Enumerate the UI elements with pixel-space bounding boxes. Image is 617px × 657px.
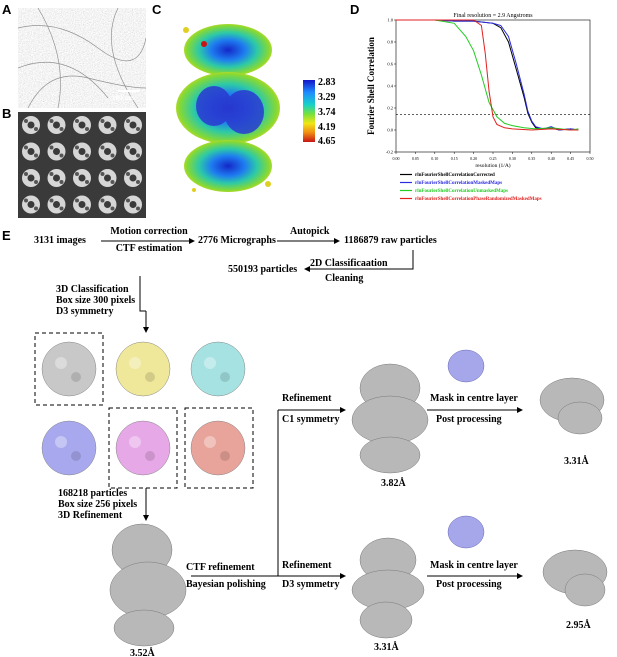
local-resolution-map [176,24,280,192]
micrographs-label: 2776 Micrographs [198,235,276,246]
colorbar-tick: 4.65 [318,136,336,147]
x-axis-label: resolution (1/A) [475,162,510,169]
class3d-map [41,341,97,397]
bayesian-polishing-label: Bayesian polishing [186,579,266,590]
y-tick-label: 0.4 [387,84,393,89]
images-label: 3131 images [34,235,86,246]
mask-icon-group [447,349,485,549]
resolution-d3: 3.31Å [374,642,399,653]
fsc-series-line [396,19,579,131]
legend-entry: rlnFourierShellCorrelationMaskedMaps [415,181,502,186]
autopick-label: Autopick [290,226,330,237]
y-tick-label: 0.8 [387,40,393,45]
cleaning-label: Cleaning [325,273,364,284]
colorbar [303,80,315,142]
scale-bar [118,90,140,92]
mask-label: Mask in centre layer [430,393,518,404]
y-tick-label: -0.2 [386,150,393,155]
x-tick-label: 0.30 [509,156,516,161]
panel-letter-d: D [350,2,360,17]
ctf-refinement-label: CTF refinement [186,562,255,573]
resolution-c1: 3.82Å [381,478,406,489]
raw-particles-label: 1186879 raw particles [344,235,437,246]
motion-correction-label: Motion correction [110,226,188,237]
colorbar-tick: 4.19 [318,122,336,133]
x-tick-label: 0.10 [431,156,438,161]
class3d-map [115,420,171,476]
post-processing-label: Post processing [436,579,502,590]
3d-classification-label: 3D Classification [56,284,129,295]
colorbar-tick: 3.29 [318,92,336,103]
selected-class-box [184,407,254,489]
d3-symmetry-label: D3 symmetry [282,579,340,590]
post-processing-label: Post processing [436,414,502,425]
2d-classification-label: 2D Classificaation [310,258,388,269]
selected-particles-label: 168218 particles [58,488,128,499]
refinement-c1-label: Refinement [282,393,332,404]
panel-letter-b: B [2,106,12,121]
fsc-chart: Final resolution = 2.9 Angstroms Fourier… [366,13,594,202]
x-tick-label: 0.35 [528,156,535,161]
colorbar-tick: 2.83 [318,77,336,88]
c1-symmetry-label: C1 symmetry [282,414,340,425]
box-size-label: Box size 300 pixels [56,295,136,306]
refined-map-group [109,363,608,647]
class3d-map [115,341,171,397]
x-tick-label: 0.00 [393,156,400,161]
scale-bar-label: 100 nm [112,94,134,102]
ctf-estimation-label: CTF estimation [115,243,183,254]
legend-entry: rlnFourierShellCorrelationUnmaskedMaps [415,189,508,194]
x-tick-label: 0.05 [412,156,419,161]
class3d-map [190,341,246,397]
selected-box-size-label: Box size 256 pixels [58,499,138,510]
class3d-map [41,420,97,476]
panel-letter-c: C [152,2,162,17]
symmetry-label: D3 symmetry [56,306,114,317]
fsc-series-line [396,19,579,131]
micrograph-image [18,8,146,108]
y-tick-label: 0.2 [387,106,393,111]
3d-refinement-label: 3D Refinement [58,510,123,521]
particles-label: 550193 particles [228,264,298,275]
y-axis-label: Fourier Shell Correlation [366,37,376,135]
refinement-d3-label: Refinement [282,560,332,571]
panel-letter-a: A [2,2,12,17]
x-tick-label: 0.40 [548,156,555,161]
colorbar-tick: 3.74 [318,107,336,118]
class3d-map [190,420,246,476]
fsc-series-line [396,19,579,131]
class-averages-grid [18,112,146,218]
legend-entry: rlnFourierShellCorrelationPhaseRandomize… [415,197,542,202]
selected-class-box [108,407,178,489]
x-tick-label: 0.45 [567,156,574,161]
chart-title: Final resolution = 2.9 Angstroms [453,13,533,19]
y-tick-label: 1.0 [387,18,393,23]
panel-letter-e: E [2,228,11,243]
resolution-d3-post: 2.95Å [566,620,591,631]
x-tick-label: 0.50 [587,156,594,161]
resolution-c1-post: 3.31Å [564,456,589,467]
y-tick-label: 0.6 [387,62,393,67]
legend-entry: rlnFourierShellCorrelationCorrected [415,173,495,178]
resolution-refine: 3.52Å [130,648,155,657]
x-tick-label: 0.25 [490,156,497,161]
x-tick-label: 0.15 [451,156,458,161]
mask-label: Mask in centre layer [430,560,518,571]
x-tick-label: 0.20 [470,156,477,161]
y-tick-label: 0.0 [387,128,393,133]
